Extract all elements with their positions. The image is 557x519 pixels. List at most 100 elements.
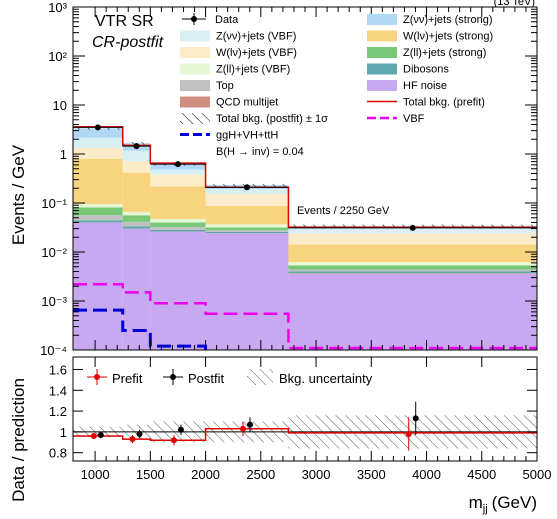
legend-3-label: Top bbox=[216, 80, 234, 92]
ratio-prefit-point bbox=[129, 436, 136, 443]
legend-r0-label: Z(νν)+jets (strong) bbox=[403, 14, 493, 26]
stack-bar bbox=[288, 273, 537, 274]
legend-ggh-label: ggH+VH+ttH bbox=[216, 130, 278, 142]
stack-bar bbox=[288, 244, 537, 263]
stack-bar bbox=[73, 147, 123, 159]
ratio-postfit-point bbox=[412, 415, 419, 422]
stack-bar bbox=[288, 269, 537, 272]
stack-bar bbox=[73, 215, 123, 221]
ratio-x-tick-label: 2500 bbox=[246, 467, 275, 482]
stack-bar bbox=[73, 222, 123, 350]
y-tick-label: 10⁻² bbox=[41, 245, 67, 260]
stack-bar bbox=[73, 204, 123, 208]
ratio-legend-prefit-marker bbox=[94, 374, 100, 380]
ratio-legend: Prefit Postfit Bkg. uncertainty bbox=[87, 369, 373, 386]
legend: Data Z(νν)+jets (VBF) W(lν)+jets (VBF) Z(ll… bbox=[180, 13, 493, 158]
stack-top bbox=[73, 215, 537, 272]
stack-z-ll-jets-strong- bbox=[73, 207, 537, 270]
ratio-y-tick-label: 0.8 bbox=[49, 446, 67, 461]
stack-bar bbox=[205, 231, 289, 234]
ratio-postfit-point bbox=[97, 432, 104, 438]
stack-bar bbox=[73, 137, 123, 148]
legend-r4-label: HF noise bbox=[403, 80, 447, 92]
ratio-plot-area bbox=[73, 401, 537, 451]
ratio-x-tick-label: 4500 bbox=[467, 467, 496, 482]
ratio-prefit-point bbox=[405, 430, 412, 437]
y-tick-label: 10⁻⁴ bbox=[40, 343, 67, 358]
stack-bar bbox=[150, 169, 206, 175]
stack-bar bbox=[73, 207, 123, 216]
data-points bbox=[73, 124, 537, 231]
stack-bar bbox=[288, 262, 537, 266]
y-tick-label: 10² bbox=[48, 49, 67, 64]
main-panel: 10⁻⁴ 10⁻³ 10⁻² 10⁻¹ 1 10 10² 10³ VTR SR CR-post… bbox=[9, 0, 538, 358]
stack-bar bbox=[205, 230, 289, 232]
stack-bar bbox=[122, 161, 151, 173]
ratio-x-tick-label: 3500 bbox=[357, 467, 386, 482]
ratio-y-tick-label: 1.4 bbox=[49, 383, 67, 398]
stack-bar bbox=[205, 189, 289, 195]
ratio-x-tick-label: 5000 bbox=[523, 467, 552, 482]
legend-4-label: QCD multijet bbox=[216, 97, 278, 109]
stack-bar bbox=[150, 222, 206, 228]
region-label: VTR SR bbox=[95, 13, 154, 30]
stack-bar bbox=[205, 206, 289, 225]
signal-vbf-line bbox=[73, 282, 537, 350]
ratio-legend-postfit-marker bbox=[170, 374, 176, 380]
ratio-prefit-point bbox=[90, 433, 97, 440]
ratio-postfit-point bbox=[136, 430, 143, 437]
legend-r1-swatch bbox=[367, 30, 397, 42]
legend-3-swatch bbox=[180, 80, 210, 91]
stack-bar bbox=[150, 227, 206, 230]
stack-bar bbox=[122, 211, 151, 216]
binwidth-annotation: Events / 2250 GeV bbox=[297, 205, 390, 217]
y-tick-label: 10 bbox=[53, 98, 67, 113]
ratio-x-tick-label: 1000 bbox=[81, 467, 110, 482]
ratio-x-tick-label: 2000 bbox=[191, 467, 220, 482]
y-axis-title: Events / GeV bbox=[9, 144, 28, 245]
data-point bbox=[174, 161, 181, 168]
stack-bar bbox=[122, 172, 151, 212]
legend-data-label: Data bbox=[215, 14, 239, 26]
stack-dibosons bbox=[73, 220, 537, 274]
ratio-y-axis-title: Data / prediction bbox=[9, 378, 28, 502]
legend-r0-swatch bbox=[367, 14, 397, 25]
x-axis-title-sub: jj bbox=[482, 503, 488, 515]
ratio-prefit-point bbox=[240, 425, 246, 432]
ratio-axes: 0.8 1 1.2 1.4 1.6 1000 1500 2000 2500 3000 3500 400… bbox=[49, 357, 552, 482]
stack-bar bbox=[205, 227, 289, 231]
stack-bar bbox=[150, 174, 206, 187]
legend-4-swatch bbox=[180, 96, 210, 108]
main-axes: 10⁻⁴ 10⁻³ 10⁻² 10⁻¹ 1 10 10² 10³ bbox=[40, 0, 538, 358]
legend-2-label: Z(ll)+jets (VBF) bbox=[216, 64, 290, 76]
legend-branching: B(H → inv) = 0.04 bbox=[216, 146, 304, 158]
legend-prefit-label: Total bkg. (prefit) bbox=[403, 97, 485, 109]
x-axis-title-unit: (GeV) bbox=[492, 493, 537, 512]
stack-bar bbox=[205, 233, 289, 350]
main-plot-area bbox=[73, 124, 537, 350]
ratio-legend-band-swatch bbox=[247, 369, 273, 385]
stack-w-l-jets-vbf- bbox=[73, 147, 537, 245]
ratio-legend-postfit-label: Postfit bbox=[188, 371, 225, 386]
legend-0-swatch bbox=[180, 30, 210, 42]
ratio-x-tick-label: 4000 bbox=[412, 467, 441, 482]
stack-bar bbox=[122, 226, 151, 229]
x-axis-title-m: m bbox=[469, 493, 483, 512]
stack-bar bbox=[73, 220, 123, 223]
data-point bbox=[94, 124, 101, 131]
ratio-x-tick-label: 1500 bbox=[136, 467, 165, 482]
ratio-postfit bbox=[97, 401, 419, 439]
ratio-y-tick-label: 1 bbox=[60, 425, 67, 440]
legend-postfit-swatch bbox=[180, 113, 210, 124]
legend-0-label: Z(νν)+jets (VBF) bbox=[216, 31, 296, 43]
legend-data-marker bbox=[191, 16, 197, 22]
y-tick-label: 10³ bbox=[48, 0, 67, 15]
legend-r2-swatch bbox=[367, 47, 397, 58]
top-right-text: (13 TeV) bbox=[494, 0, 535, 8]
legend-1-swatch bbox=[180, 47, 210, 58]
ratio-prefit-line bbox=[73, 428, 537, 441]
ratio-x-tick-label: 3000 bbox=[302, 467, 331, 482]
x-axis-title: mjj (GeV) bbox=[469, 493, 537, 515]
ratio-panel: 0.8 1 1.2 1.4 1.6 1000 1500 2000 2500 3000 3500 400… bbox=[9, 356, 552, 515]
ratio-y-tick-label: 1.6 bbox=[49, 362, 67, 377]
